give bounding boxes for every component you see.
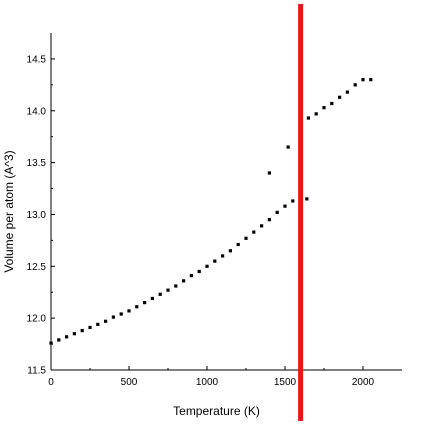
data-point — [213, 259, 217, 263]
data-point — [260, 224, 264, 228]
data-point — [166, 288, 170, 292]
x-tick-label: 1000 — [196, 377, 219, 388]
data-point — [189, 274, 193, 278]
data-point — [57, 338, 61, 342]
x-axis-ticks: 0 500 1000 1500 2000 — [48, 366, 375, 388]
data-point — [353, 83, 357, 87]
data-point — [111, 315, 115, 319]
data-point — [361, 78, 365, 82]
data-point — [322, 106, 326, 110]
data-point — [291, 199, 295, 203]
data-point — [286, 145, 290, 149]
data-point — [345, 90, 349, 94]
data-point — [72, 332, 76, 336]
data-point — [135, 305, 139, 309]
y-tick-label: 13.5 — [27, 158, 47, 169]
data-point — [369, 78, 373, 82]
y-tick-label: 14.0 — [27, 106, 47, 117]
data-point — [314, 112, 318, 116]
data-point — [228, 249, 232, 253]
y-axis-ticks: 11.5 12.0 12.5 13.0 13.5 14.0 14.5 — [27, 54, 55, 377]
data-point — [283, 204, 287, 208]
data-point — [197, 269, 201, 274]
data-point — [205, 264, 209, 268]
data-point — [267, 218, 271, 222]
y-tick-label: 12.5 — [27, 262, 47, 273]
data-point — [305, 197, 309, 201]
data-point — [267, 171, 271, 175]
data-point — [150, 296, 154, 301]
y-axis-title: Volume per atom (A^3) — [2, 150, 16, 272]
data-point — [330, 101, 334, 106]
x-tick-label: 2000 — [352, 377, 375, 388]
data-point — [221, 254, 225, 258]
x-tick-label: 1500 — [274, 377, 297, 388]
y-tick-label: 11.5 — [27, 366, 46, 377]
axes — [50, 33, 402, 371]
data-point — [104, 319, 108, 323]
data-point — [96, 322, 100, 326]
data-point — [65, 335, 69, 339]
data-point — [174, 284, 178, 288]
data-point — [244, 236, 248, 240]
data-point — [158, 292, 162, 296]
data-point — [119, 312, 123, 316]
data-points — [49, 78, 373, 345]
data-point — [182, 279, 186, 283]
data-point — [252, 230, 256, 234]
data-point — [338, 95, 342, 99]
y-tick-label: 13.0 — [27, 210, 47, 221]
data-point — [236, 242, 240, 247]
y-tick-label: 14.5 — [27, 54, 47, 65]
data-point — [306, 116, 310, 120]
y-tick-label: 12.0 — [27, 314, 47, 325]
x-tick-label: 0 — [48, 377, 54, 388]
x-axis-title: Temperature (K) — [173, 404, 260, 418]
data-point — [275, 210, 279, 214]
data-point — [80, 328, 84, 333]
data-point — [143, 301, 147, 305]
data-point — [88, 325, 92, 330]
data-point — [127, 309, 131, 313]
x-tick-label: 500 — [121, 377, 138, 388]
